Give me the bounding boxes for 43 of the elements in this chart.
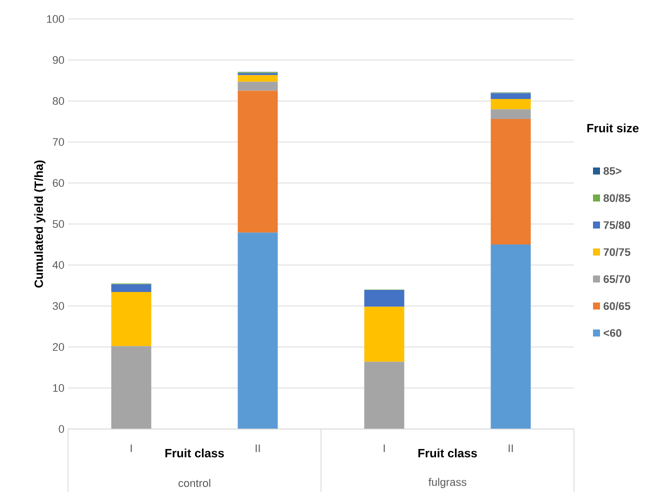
y-tick-label: 80 <box>52 96 64 105</box>
bar <box>490 244 531 429</box>
bar <box>364 290 404 307</box>
y-tick-label: 70 <box>52 138 64 146</box>
legend-label: 85> <box>604 166 622 175</box>
legend-title: Fruit size <box>587 123 639 132</box>
bar <box>364 362 404 429</box>
text: fulgrass <box>428 478 466 488</box>
bar <box>490 98 531 109</box>
bar <box>490 109 531 119</box>
legend-label: 75/80 <box>604 220 630 229</box>
bar <box>111 346 152 429</box>
y-axis-title: Cumulated yield (T/ha) <box>34 160 46 288</box>
bar <box>238 90 278 232</box>
legend-label: 70/75 <box>604 248 630 256</box>
y-tick-label: 20 <box>52 342 64 351</box>
y-tick-label: 90 <box>52 56 64 64</box>
legend-label: 60/65 <box>604 302 630 310</box>
bar <box>238 82 278 91</box>
x-tick-label: I <box>384 444 385 452</box>
x-tick-label: I <box>130 444 132 452</box>
y-tick-label: 50 <box>52 220 64 228</box>
bar <box>238 232 278 429</box>
text: control <box>178 478 210 487</box>
y-tick-label: 30 <box>52 302 64 310</box>
y-tick-label: 10 <box>53 384 64 392</box>
bar <box>111 284 152 292</box>
bar <box>490 93 531 99</box>
y-tick-label: 40 <box>52 260 64 269</box>
y-tick-label: 100 <box>47 14 64 23</box>
y-tick-label: 60 <box>52 178 64 187</box>
legend-label: <60 <box>604 328 622 337</box>
text: Fruit class <box>418 448 477 458</box>
y-tick-label: 0 <box>58 424 64 433</box>
x-tick-label: II <box>508 444 513 452</box>
bar <box>364 306 404 362</box>
x-tick-label: II <box>256 444 260 452</box>
legend-label: 65/70 <box>604 274 630 283</box>
legend-label: 80/85 <box>604 194 630 202</box>
bar <box>238 74 278 82</box>
bar <box>111 292 152 346</box>
bar <box>490 118 531 244</box>
text: Fruit class <box>165 448 224 458</box>
